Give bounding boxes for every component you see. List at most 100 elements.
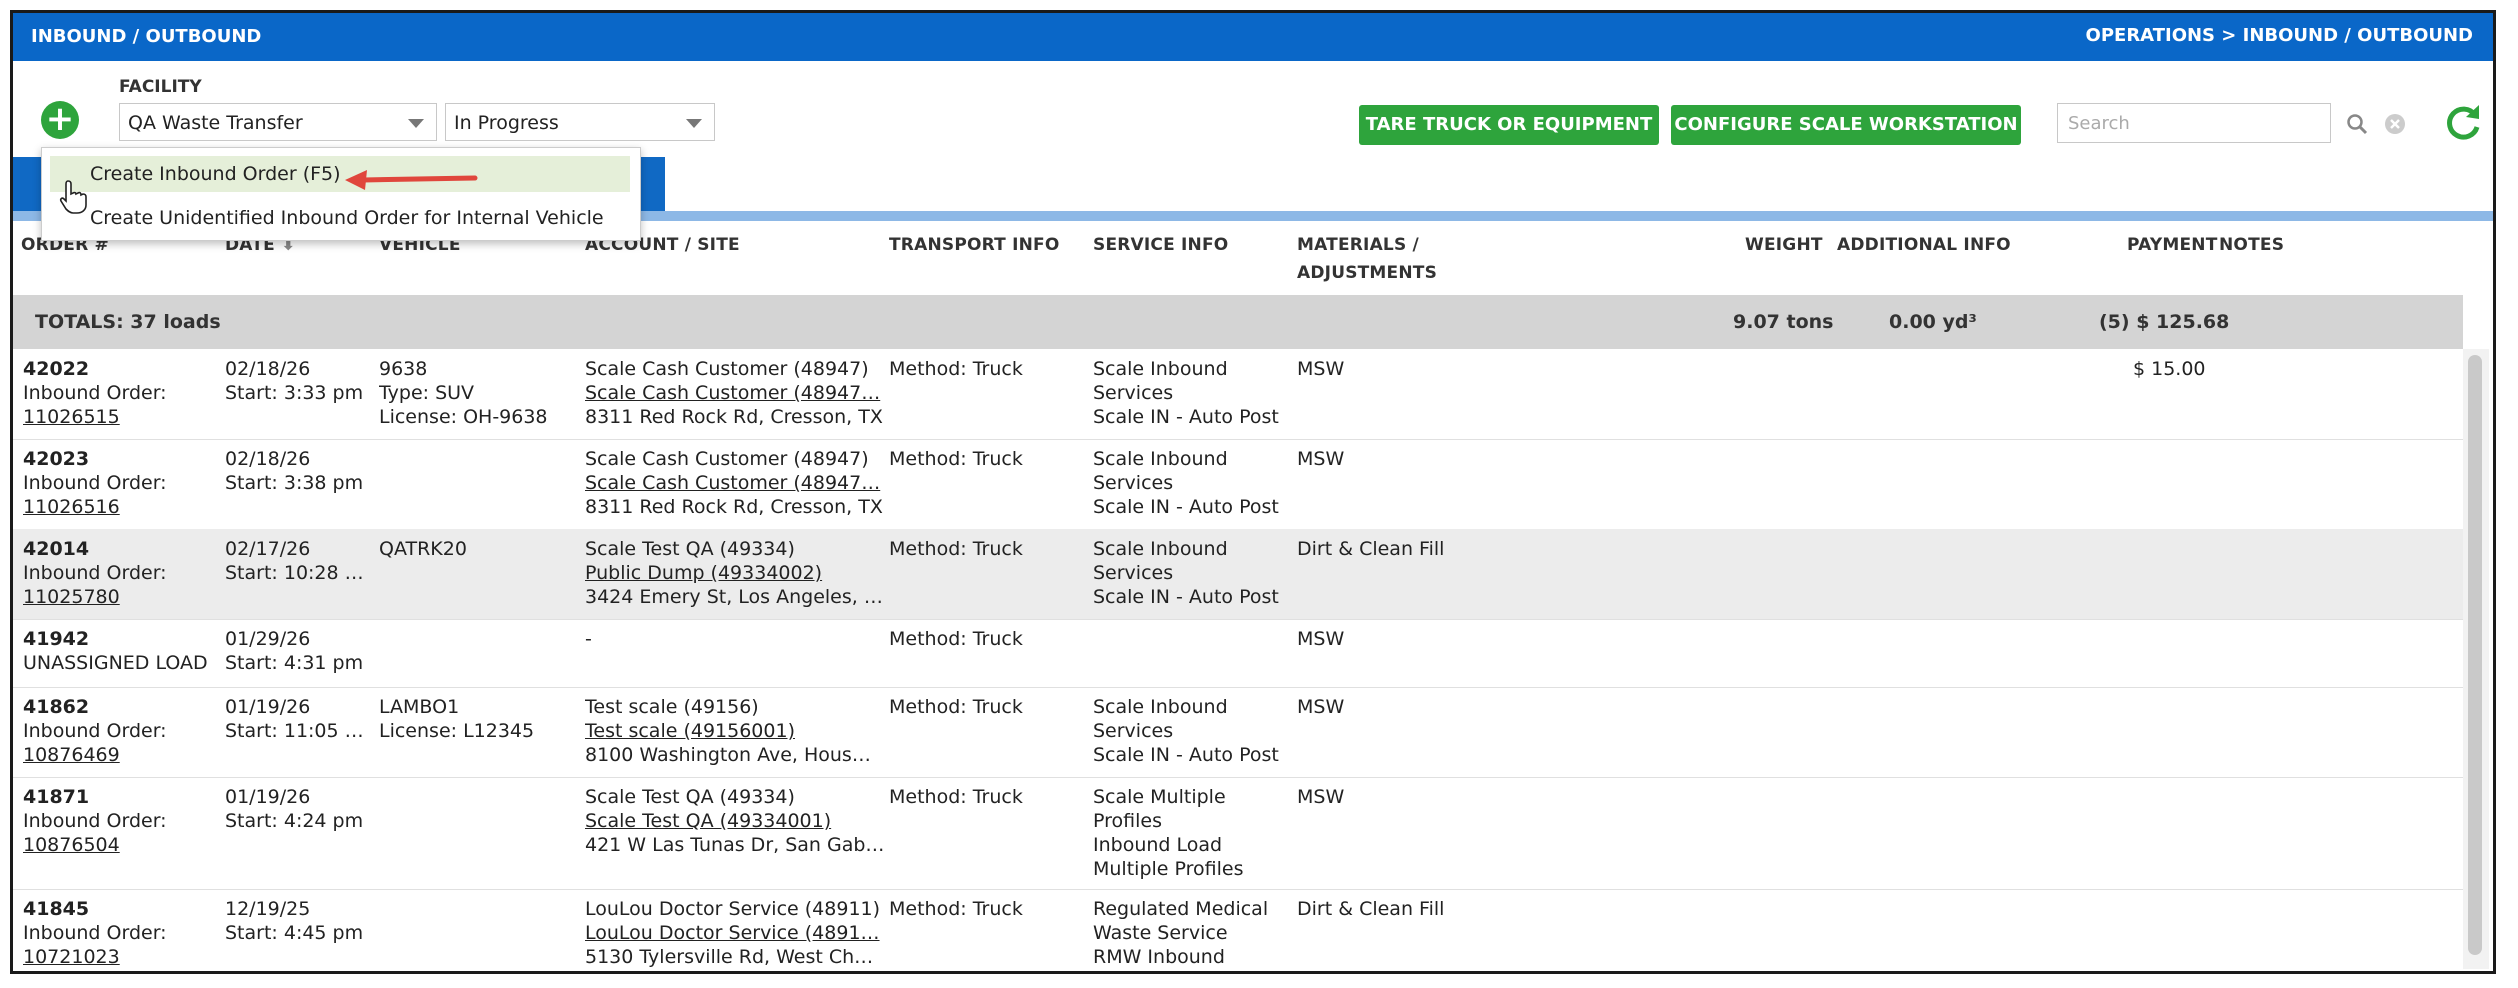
cell-service1: Scale Inbound	[1093, 358, 1228, 380]
cell-date: 02/18/26	[225, 358, 311, 380]
cell-date: 01/19/26	[225, 696, 311, 718]
cell-transport: Method: Truck	[889, 696, 1023, 718]
cell-account: -	[585, 628, 592, 650]
menu-item-create-unidentified[interactable]: Create Unidentified Inbound Order for In…	[90, 207, 604, 229]
facility-label: FACILITY	[119, 77, 202, 97]
cell-site[interactable]: Scale Test QA (49334001)	[585, 810, 832, 832]
table-row[interactable]: 42023 Inbound Order: 11026516 02/18/26 Start…	[13, 439, 2463, 530]
table-cell-transport: Method: Truck	[889, 785, 1089, 809]
cell-start: Start: 11:05 …	[225, 720, 364, 742]
search-placeholder: Search	[2068, 113, 2130, 134]
cell-transport: Method: Truck	[889, 786, 1023, 808]
col-materials[interactable]: MATERIALS / ADJUSTMENTS	[1297, 235, 1437, 283]
clear-icon[interactable]	[2384, 113, 2406, 135]
chevron-down-icon	[686, 119, 702, 128]
cell-material: Dirt & Clean Fill	[1297, 898, 1445, 920]
table-row[interactable]: 41862 Inbound Order: 10876469 01/19/26 Start…	[13, 687, 2463, 778]
col-additional[interactable]: ADDITIONAL INFO	[1837, 235, 2011, 255]
col-payment[interactable]: PAYMENT	[2127, 235, 2218, 255]
cell-transport: Method: Truck	[889, 538, 1023, 560]
cell-transport: Method: Truck	[889, 898, 1023, 920]
page-title: INBOUND / OUTBOUND	[31, 26, 262, 47]
refresh-icon[interactable]	[2441, 101, 2485, 145]
cell-order_link[interactable]: 10721023	[23, 946, 120, 968]
cell-address: 8311 Red Rock Rd, Cresson, TX	[585, 406, 883, 428]
cell-vehicle1: QATRK20	[379, 538, 467, 560]
table-row[interactable]: 41871 Inbound Order: 10876504 01/19/26 Start…	[13, 777, 2463, 890]
table-cell-vehicle1: 9638 Type: SUV License: OH-9638	[379, 357, 579, 429]
scrollbar-thumb[interactable]	[2468, 355, 2482, 955]
cell-site[interactable]: LouLou Doctor Service (4891…	[585, 922, 880, 944]
cell-order_link[interactable]: 11026515	[23, 406, 120, 428]
table-cell-account: -	[585, 627, 883, 651]
cell-date: 12/19/25	[225, 898, 311, 920]
cell-start: Start: 10:28 …	[225, 562, 364, 584]
table-cell-date: 02/18/26 Start: 3:38 pm	[225, 447, 375, 495]
cell-order_link[interactable]: 10876504	[23, 834, 120, 856]
table-cell-order: 42023 Inbound Order: 11026516	[23, 447, 219, 519]
table-cell-material: Dirt & Clean Fill	[1297, 537, 1597, 561]
status-select[interactable]: In Progress	[445, 103, 715, 141]
facility-select-value: QA Waste Transfer	[128, 112, 303, 134]
cell-address: 8100 Washington Ave, Hous…	[585, 744, 871, 766]
cell-service2: Services	[1093, 382, 1174, 404]
table-cell-vehicle1: QATRK20	[379, 537, 579, 561]
table-cell-transport: Method: Truck	[889, 695, 1089, 719]
cell-material: MSW	[1297, 696, 1345, 718]
table-cell-date: 01/19/26 Start: 11:05 …	[225, 695, 375, 743]
cell-service3: Scale IN - Auto Post	[1093, 586, 1279, 608]
cell-start: Start: 4:31 pm	[225, 652, 364, 674]
cell-transport: Method: Truck	[889, 358, 1023, 380]
cell-order: 42023	[23, 448, 90, 470]
table-cell-service1: Scale Inbound Services Scale IN - Auto Pos…	[1093, 695, 1293, 767]
cell-site[interactable]: Test scale (49156001)	[585, 720, 795, 742]
facility-select[interactable]: QA Waste Transfer	[119, 103, 437, 141]
table-row[interactable]: 41942 UNASSIGNED LOAD 01/29/26 Start: 4:31 …	[13, 619, 2463, 688]
breadcrumb[interactable]: OPERATIONS > INBOUND / OUTBOUND	[2085, 25, 2473, 46]
totals-payment: (5) $ 125.68	[2099, 311, 2230, 333]
cell-order_link[interactable]: 11025780	[23, 586, 120, 608]
table-cell-transport: Method: Truck	[889, 537, 1089, 561]
cell-site[interactable]: Public Dump (49334002)	[585, 562, 823, 584]
col-notes[interactable]: NOTES	[2219, 235, 2285, 255]
table-row[interactable]: 41845 Inbound Order: 10721023 12/19/25 Start…	[13, 889, 2463, 971]
cell-account: Scale Cash Customer (48947)	[585, 448, 869, 470]
cell-site[interactable]: Scale Cash Customer (48947…	[585, 472, 881, 494]
cell-start: Start: 4:24 pm	[225, 810, 364, 832]
cell-order_link[interactable]: 10876469	[23, 744, 120, 766]
col-materials-line1: MATERIALS /	[1297, 235, 1419, 255]
cell-service2: Profiles	[1093, 810, 1162, 832]
table-cell-date: 01/19/26 Start: 4:24 pm	[225, 785, 375, 833]
menu-item-label: Create Inbound Order (F5)	[90, 163, 341, 185]
cell-address: 5130 Tylersville Rd, West Ch…	[585, 946, 874, 968]
cell-order_type: Inbound Order:	[23, 562, 167, 584]
table-cell-transport: Method: Truck	[889, 897, 1089, 921]
table-row[interactable]: 42022 Inbound Order: 11026515 02/18/26 Start…	[13, 349, 2463, 440]
table-cell-vehicle1: LAMBO1 License: L12345	[379, 695, 579, 743]
col-service[interactable]: SERVICE INFO	[1093, 235, 1229, 255]
cell-service3: Scale IN - Auto Post	[1093, 406, 1279, 428]
col-weight[interactable]: WEIGHT	[1745, 235, 1823, 255]
table-cell-order: 41871 Inbound Order: 10876504	[23, 785, 219, 857]
table-row[interactable]: 42014 Inbound Order: 11025780 02/17/26 Start…	[13, 529, 2463, 620]
cell-service2: Services	[1093, 472, 1174, 494]
table-cell-service1: Scale Inbound Services Scale IN - Auto Pos…	[1093, 357, 1293, 429]
add-order-button[interactable]: +	[41, 101, 79, 139]
menu-item-create-inbound[interactable]: Create Inbound Order (F5)	[50, 156, 630, 192]
cell-order_link[interactable]: 11026516	[23, 496, 120, 518]
cell-order: 41942	[23, 628, 90, 650]
cell-address: 8311 Red Rock Rd, Cresson, TX	[585, 496, 883, 518]
table-cell-material: MSW	[1297, 785, 1597, 809]
search-input[interactable]: Search	[2057, 103, 2405, 143]
cell-date: 02/17/26	[225, 538, 311, 560]
configure-scale-button[interactable]: CONFIGURE SCALE WORKSTATION	[1671, 105, 2021, 145]
table-cell-date: 02/17/26 Start: 10:28 …	[225, 537, 375, 585]
cell-site[interactable]: Scale Cash Customer (48947…	[585, 382, 881, 404]
col-transport[interactable]: TRANSPORT INFO	[889, 235, 1060, 255]
cell-date: 02/18/26	[225, 448, 311, 470]
top-bar: INBOUND / OUTBOUND OPERATIONS > INBOUND …	[13, 13, 2493, 61]
search-icon[interactable]	[2346, 113, 2368, 135]
arrow-annotation	[345, 170, 478, 190]
tare-truck-button[interactable]: TARE TRUCK OR EQUIPMENT	[1359, 105, 1659, 145]
cell-vehicle2: Type: SUV	[379, 382, 475, 404]
